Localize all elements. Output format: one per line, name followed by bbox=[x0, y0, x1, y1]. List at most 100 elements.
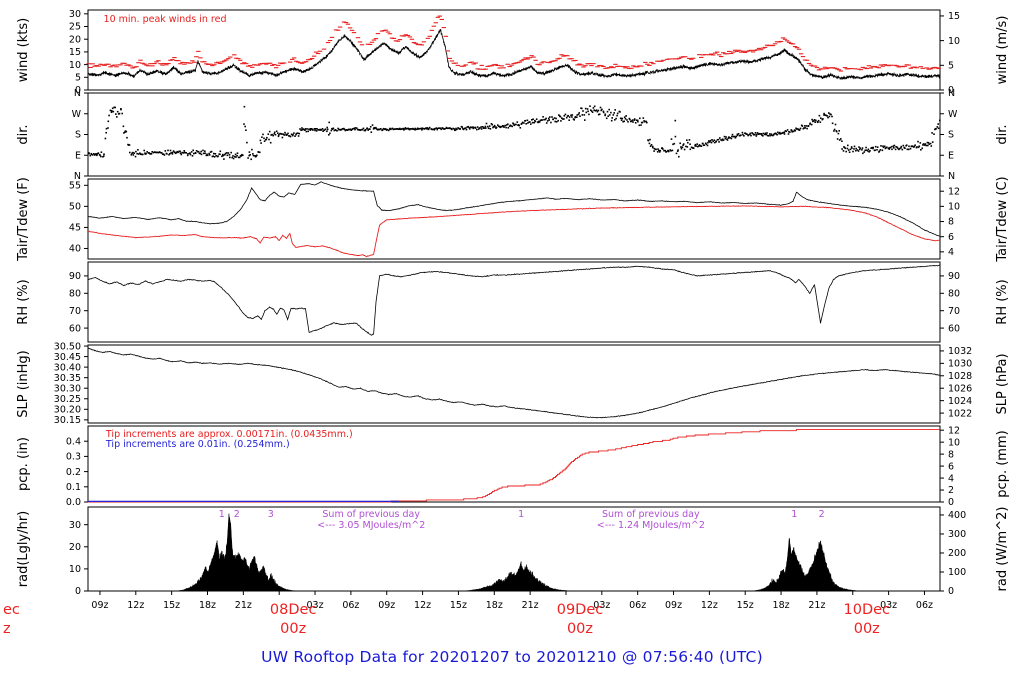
wind_direction_deg-dot bbox=[116, 110, 119, 113]
wind_direction_deg-dot bbox=[290, 133, 293, 136]
wind_direction_deg-dot bbox=[916, 146, 918, 148]
wind_direction_deg-dot bbox=[538, 120, 540, 123]
wind_direction_deg-dot bbox=[89, 154, 92, 157]
wind_direction_deg-dot bbox=[110, 111, 113, 113]
wind_direction_deg-dot bbox=[371, 124, 374, 126]
wind_direction_deg-dot bbox=[277, 132, 279, 134]
wind_direction_deg-dot bbox=[368, 128, 370, 130]
wind_direction_deg-dot bbox=[543, 118, 545, 121]
wind_direction_deg-dot bbox=[694, 143, 697, 146]
wind_direction_deg-dot bbox=[322, 130, 324, 132]
left-tick-label: 0.0 bbox=[66, 497, 81, 508]
wind_direction_deg-dot bbox=[827, 116, 829, 119]
wind_direction_deg-dot bbox=[507, 123, 509, 125]
wind_direction_deg-dot bbox=[179, 152, 182, 154]
panel-border bbox=[87, 92, 941, 177]
wind_direction_deg-dot bbox=[573, 119, 575, 121]
wind_direction_deg-dot bbox=[574, 116, 576, 119]
wind_direction_deg-dot bbox=[769, 133, 771, 135]
wind_direction_deg-dot bbox=[375, 128, 378, 130]
wind_direction_deg-dot bbox=[642, 117, 645, 119]
wind_direction_deg-dot bbox=[840, 138, 842, 140]
wind_direction_deg-dot bbox=[867, 148, 870, 151]
wind_direction_deg-dot bbox=[274, 133, 277, 136]
wind_direction_deg-dot bbox=[453, 128, 455, 130]
wind_direction_deg-dot bbox=[202, 149, 204, 152]
wind_direction_deg-dot bbox=[467, 125, 470, 128]
wind_direction_deg-dot bbox=[762, 135, 764, 137]
wind_direction_deg-dot bbox=[878, 150, 881, 152]
wind_direction_deg-dot bbox=[241, 153, 243, 156]
wind_direction_deg-dot bbox=[366, 127, 368, 129]
wind_direction_deg-dot bbox=[350, 129, 352, 131]
right-tick-label: 0 bbox=[948, 497, 954, 508]
wind_direction_deg-dot bbox=[206, 153, 208, 156]
wind_direction_deg-dot bbox=[248, 154, 250, 157]
wind_direction_deg-dot bbox=[717, 138, 720, 141]
wind_direction_deg-dot bbox=[721, 139, 723, 142]
wind_direction_deg-dot bbox=[599, 106, 602, 109]
wind_direction_deg-dot bbox=[632, 121, 634, 123]
wind_direction_deg-dot bbox=[553, 117, 556, 119]
wind_direction_deg-dot bbox=[104, 137, 107, 140]
wind_direction_deg-dot bbox=[574, 116, 577, 118]
wind_direction_deg-dot bbox=[273, 133, 276, 135]
wind_direction_deg-dot bbox=[457, 127, 459, 129]
wind_direction_deg-dot bbox=[847, 144, 849, 147]
wind_direction_deg-dot bbox=[301, 129, 303, 131]
wind_direction_deg-dot bbox=[719, 137, 721, 139]
wind_direction_deg-dot bbox=[746, 133, 748, 135]
wind_direction_deg-dot bbox=[825, 114, 827, 117]
left-tick-label: 30.35 bbox=[54, 373, 81, 384]
wind_direction_deg-dot bbox=[791, 129, 793, 132]
wind_direction_deg-dot bbox=[646, 121, 648, 124]
wind_direction_deg-dot bbox=[658, 149, 660, 152]
wind_direction_deg-dot bbox=[398, 128, 400, 130]
right-tick-label: S bbox=[948, 130, 954, 141]
wind_direction_deg-dot bbox=[711, 139, 713, 141]
wind_direction_deg-dot bbox=[308, 128, 310, 130]
left-tick-label: 30.15 bbox=[54, 415, 81, 426]
wind_direction_deg-dot bbox=[879, 149, 882, 151]
wind_direction_deg-dot bbox=[462, 128, 465, 131]
left-tick-label: 0.3 bbox=[66, 452, 81, 463]
wind_direction_deg-dot bbox=[167, 149, 169, 152]
wind_direction_deg-dot bbox=[484, 125, 487, 128]
wind_direction_deg-dot bbox=[209, 151, 212, 153]
SLP_inHg bbox=[87, 347, 940, 419]
wind_direction_deg-dot bbox=[284, 131, 286, 134]
wind_direction_deg-dot bbox=[931, 132, 933, 134]
wind_direction_deg-dot bbox=[798, 129, 801, 131]
wind_direction_deg-dot bbox=[115, 113, 117, 115]
wind_direction_deg-dot bbox=[586, 108, 589, 110]
wind_direction_deg-dot bbox=[189, 153, 192, 156]
wind_direction_deg-dot bbox=[526, 119, 529, 122]
wind_direction_deg-dot bbox=[143, 149, 145, 152]
wind_direction_deg-dot bbox=[757, 133, 760, 135]
wind_direction_deg-dot bbox=[532, 118, 534, 120]
wind_direction_deg-dot bbox=[898, 148, 900, 151]
wind_direction_deg-dot bbox=[571, 116, 573, 118]
wind_direction_deg-dot bbox=[681, 146, 684, 148]
wind_direction_deg-dot bbox=[733, 135, 736, 138]
wind_direction_deg-dot bbox=[440, 128, 442, 131]
wind_direction_deg-dot bbox=[247, 157, 249, 159]
wind_direction_deg-dot bbox=[673, 142, 676, 145]
wind_direction_deg-dot bbox=[548, 119, 550, 121]
wind_direction_deg-dot bbox=[519, 127, 522, 129]
wind_direction_deg-dot bbox=[904, 147, 906, 149]
wind_direction_deg-dot bbox=[468, 126, 470, 129]
right-tick-label: 8 bbox=[948, 449, 954, 460]
wind_direction_deg-dot bbox=[353, 127, 355, 130]
wind_direction_deg-dot bbox=[664, 149, 666, 152]
left-tick-label: 45 bbox=[69, 223, 81, 234]
wind_direction_deg-dot bbox=[918, 145, 921, 147]
wind_direction_deg-dot bbox=[900, 145, 903, 148]
wind_direction_deg-dot bbox=[880, 145, 882, 147]
wind_direction_deg-dot bbox=[856, 149, 859, 151]
wind_direction_deg-dot bbox=[304, 128, 307, 130]
wind_direction_deg-dot bbox=[708, 140, 710, 142]
wind_direction_deg-dot bbox=[920, 149, 922, 151]
wind_direction_deg-dot bbox=[103, 153, 105, 155]
